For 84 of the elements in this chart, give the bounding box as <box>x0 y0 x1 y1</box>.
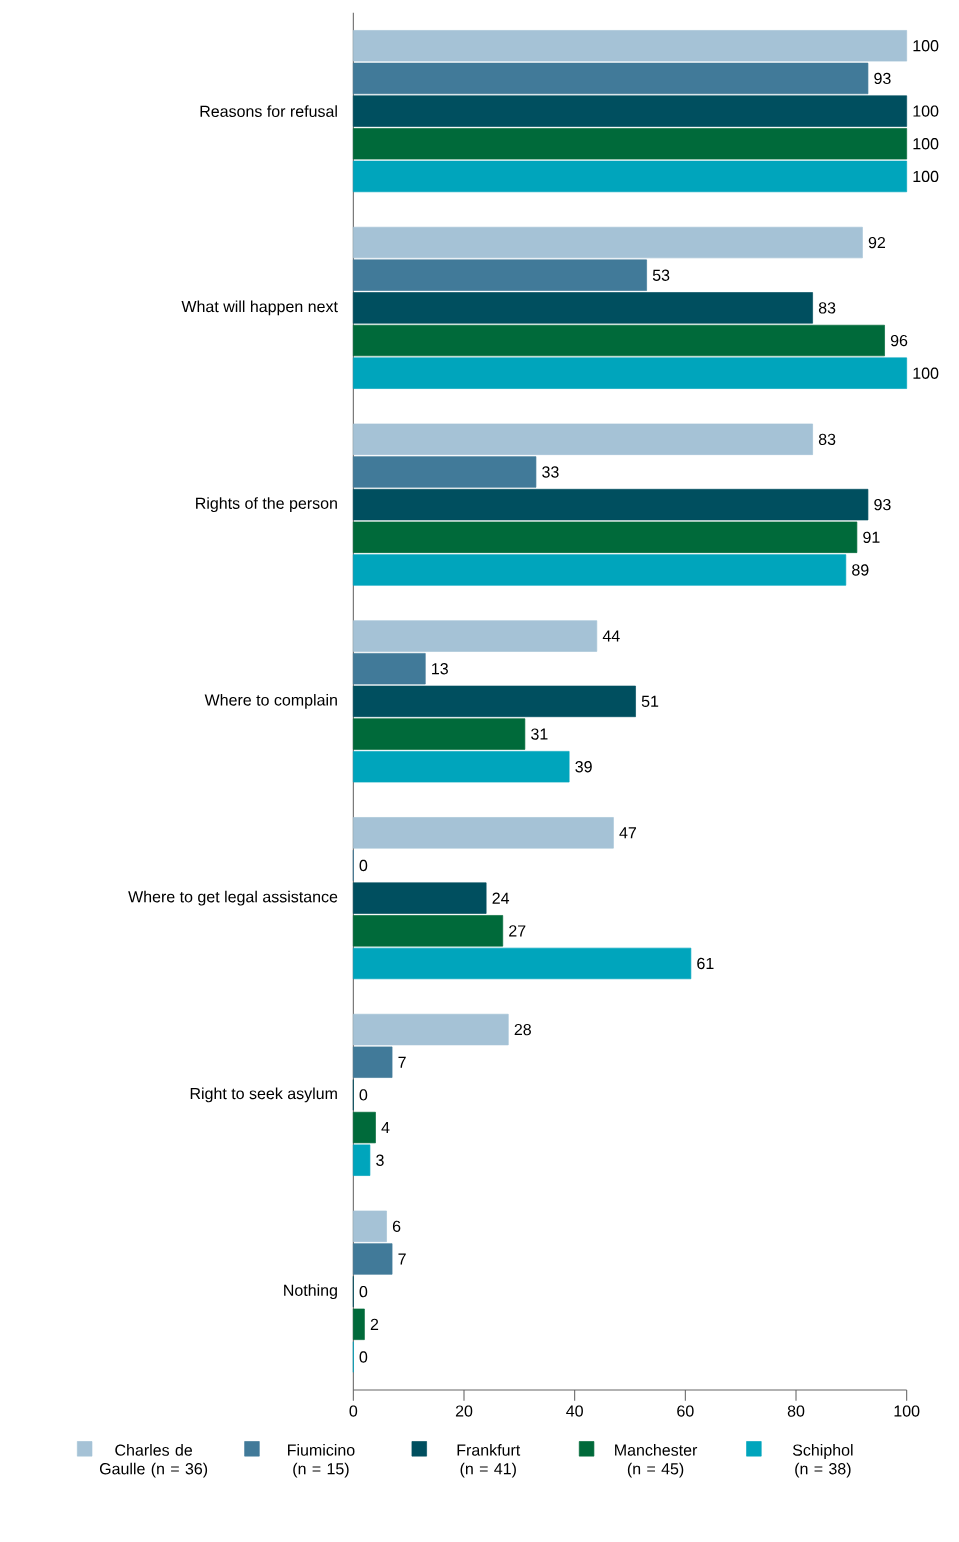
bar <box>352 423 813 455</box>
legend-label: Frankfurt (n = 41) <box>457 1444 521 1478</box>
bar <box>352 1308 365 1340</box>
bar <box>352 915 504 947</box>
bar <box>352 817 614 849</box>
bar <box>352 620 598 652</box>
data-label: 61 <box>697 957 714 970</box>
data-label: 0 <box>359 1285 368 1298</box>
legend-label: Charles de Gaulle (n = 36) <box>99 1444 208 1478</box>
data-label: 0 <box>359 1351 368 1363</box>
bar <box>352 882 487 914</box>
bar <box>352 685 636 718</box>
x-tick-label: 100 <box>894 1405 920 1417</box>
data-label: 83 <box>818 433 836 445</box>
data-label: 44 <box>602 630 620 642</box>
x-tick-label: 60 <box>677 1405 694 1417</box>
bar <box>352 521 858 553</box>
y-tick-label: Reasons for refusal <box>200 105 337 117</box>
bar <box>352 357 908 389</box>
bar <box>352 292 813 324</box>
y-tick-label: Right to seek asylum <box>190 1087 337 1103</box>
data-label: 100 <box>913 170 939 183</box>
data-label: 92 <box>868 236 886 249</box>
bar <box>352 1046 393 1078</box>
data-label: 51 <box>641 695 659 707</box>
bar <box>352 456 537 488</box>
bar <box>352 1210 387 1242</box>
bar <box>352 226 863 259</box>
data-label: 93 <box>874 498 891 511</box>
data-label: 100 <box>913 105 939 117</box>
data-label: 91 <box>863 531 880 543</box>
bar <box>352 718 526 750</box>
y-tick-label: Where to get legal assistance <box>128 890 338 906</box>
data-label: 24 <box>492 892 510 904</box>
data-label: 47 <box>619 827 636 839</box>
data-label: 89 <box>852 564 869 576</box>
bar <box>352 1243 393 1275</box>
bar <box>352 1111 376 1144</box>
data-label: 13 <box>432 663 448 675</box>
x-tick-label: 0 <box>349 1405 358 1417</box>
data-label: 33 <box>542 466 559 478</box>
legend-label: Schiphol (n = 38) <box>792 1444 853 1478</box>
bar <box>352 95 908 127</box>
data-label: 2 <box>370 1318 379 1330</box>
bar <box>352 947 692 980</box>
data-label: 100 <box>913 367 939 379</box>
data-label: 3 <box>376 1154 384 1166</box>
bar <box>352 324 885 357</box>
data-label: 27 <box>509 925 526 937</box>
bar <box>352 653 426 685</box>
bar <box>352 30 908 62</box>
bar <box>352 1144 371 1176</box>
data-label: 0 <box>359 1089 368 1101</box>
data-label: 7 <box>398 1056 406 1068</box>
x-tick-label: 40 <box>566 1405 583 1417</box>
bar <box>352 488 869 521</box>
bar <box>352 128 908 160</box>
bar <box>352 554 847 586</box>
data-label: 28 <box>514 1023 531 1036</box>
y-tick-label: Rights of the person <box>196 497 337 513</box>
data-label: 0 <box>359 859 368 872</box>
data-label: 100 <box>913 138 939 150</box>
y-tick-label: Nothing <box>284 1284 337 1300</box>
data-label: 96 <box>890 334 908 347</box>
data-label: 39 <box>575 761 592 773</box>
bar <box>352 751 570 783</box>
data-label: 6 <box>392 1220 401 1232</box>
data-label: 100 <box>913 40 939 52</box>
legend-label: Manchester (n = 45) <box>615 1444 698 1478</box>
x-tick-label: 20 <box>455 1405 473 1417</box>
legend-label: Fiumicino (n = 15) <box>288 1444 355 1478</box>
y-tick-label: What will happen next <box>181 300 338 316</box>
bar <box>352 62 869 95</box>
data-label: 4 <box>381 1122 390 1134</box>
y-tick-label: Where to complain <box>204 693 337 709</box>
data-label: 93 <box>874 72 891 85</box>
x-tick-label: 80 <box>787 1405 805 1417</box>
data-label: 83 <box>818 302 836 314</box>
data-label: 31 <box>531 728 548 740</box>
data-label: 53 <box>652 269 670 281</box>
bar <box>352 259 647 291</box>
bar <box>352 160 908 193</box>
bar <box>352 1013 509 1046</box>
data-label: 7 <box>398 1253 406 1265</box>
